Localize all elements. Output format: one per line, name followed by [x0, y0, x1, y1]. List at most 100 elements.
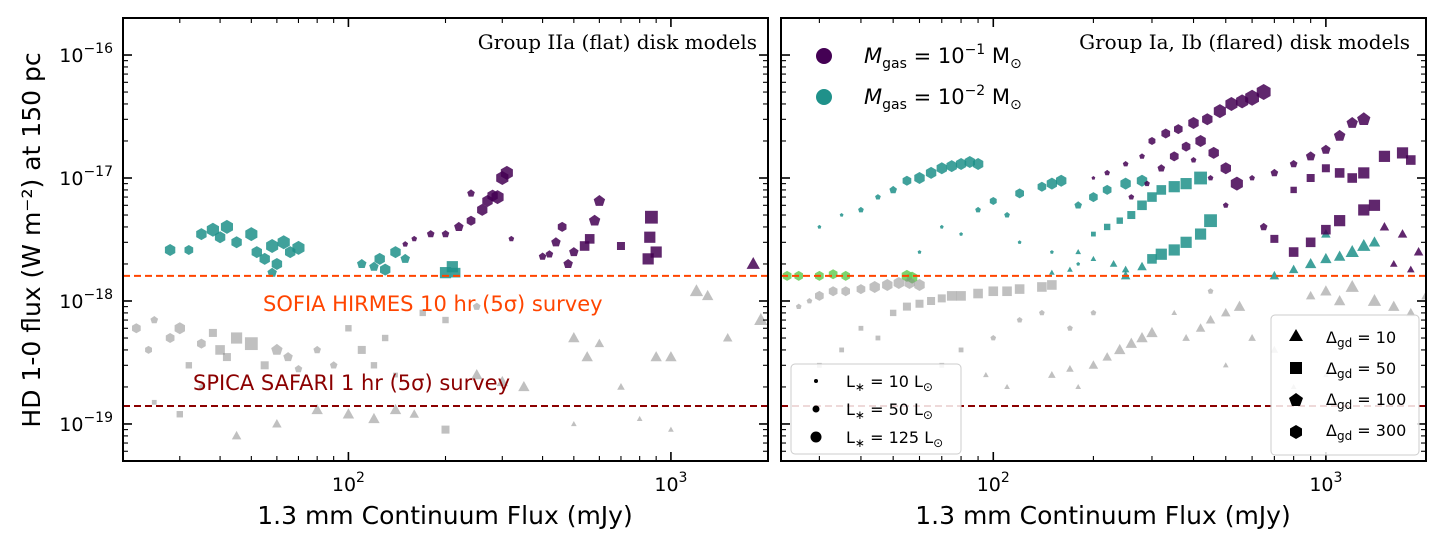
data-point	[1334, 215, 1346, 227]
data-point	[1305, 237, 1316, 248]
data-point	[1194, 171, 1207, 185]
data-point	[1067, 266, 1073, 272]
data-point	[1180, 178, 1192, 190]
left-panel: 102 103 10−19 10−18 10−17 10−16 Group IIa (fl…	[17, 17, 769, 530]
data-point	[1139, 153, 1145, 159]
spica-survey-label: SPICA SAFARI 1 hr (5σ) survey	[193, 371, 510, 395]
data-point	[584, 234, 595, 244]
y-tick-label: 10−18	[59, 287, 113, 313]
right-ticks: 102 103	[781, 17, 1427, 496]
data-point	[1345, 245, 1359, 257]
data-point	[746, 256, 760, 269]
data-point	[939, 224, 944, 229]
data-point	[914, 279, 925, 291]
data-point	[402, 241, 409, 247]
data-point	[889, 309, 897, 317]
data-point	[988, 286, 999, 297]
data-point	[1421, 290, 1426, 300]
data-point	[925, 166, 937, 179]
data-point	[313, 345, 321, 354]
data-point	[1222, 362, 1229, 368]
data-point	[1037, 181, 1047, 192]
data-point	[1195, 323, 1206, 332]
data-point	[1182, 334, 1190, 341]
data-point	[1103, 223, 1111, 231]
data-point	[1090, 255, 1097, 261]
luminosity-legend-marker-2	[812, 405, 820, 413]
data-point	[441, 230, 450, 238]
data-point	[588, 214, 601, 226]
data-point	[231, 236, 242, 249]
data-point	[1202, 113, 1213, 126]
data-point	[292, 240, 305, 255]
data-point	[1357, 112, 1371, 125]
data-point	[197, 338, 206, 349]
data-point	[956, 291, 966, 301]
data-point	[1406, 265, 1415, 273]
data-point	[1220, 162, 1231, 175]
data-point	[496, 375, 508, 387]
data-point	[875, 194, 881, 200]
data-point	[1174, 124, 1183, 135]
data-point	[1075, 383, 1082, 390]
data-point	[1256, 84, 1271, 100]
data-point	[593, 195, 606, 206]
data-point	[389, 403, 402, 415]
data-point	[370, 362, 378, 369]
sofia-survey-label: SOFIA HIRMES 10 hr (5σ) survey	[263, 292, 603, 316]
data-point	[754, 313, 768, 325]
data-point	[955, 158, 967, 170]
data-point	[1347, 173, 1358, 183]
data-point	[1102, 352, 1112, 361]
gd-legend-label-4: Δgd = 300	[1326, 421, 1406, 443]
data-point	[1321, 144, 1331, 154]
gd-legend-label-3: Δgd = 100	[1326, 390, 1406, 412]
y-axis-label: HD 1-0 flux (W m⁻²) at 150 pc	[17, 52, 46, 427]
data-point	[1114, 343, 1126, 355]
data-point	[1047, 280, 1057, 290]
data-point	[1137, 200, 1147, 211]
data-point	[1304, 257, 1317, 269]
data-point	[642, 253, 654, 265]
mass-legend-label-1: Mgas = 10−1 M⊙	[864, 42, 1022, 72]
data-point	[1413, 247, 1424, 256]
data-point	[259, 252, 270, 265]
data-point	[1125, 337, 1138, 348]
data-point	[904, 277, 915, 289]
data-point	[1168, 181, 1180, 193]
data-point	[1204, 214, 1217, 228]
data-point	[409, 409, 419, 418]
data-point	[616, 241, 625, 250]
data-point	[1048, 371, 1056, 378]
data-point	[518, 380, 530, 392]
data-point	[889, 185, 897, 194]
data-point	[1127, 211, 1136, 220]
data-point	[245, 227, 258, 242]
data-point	[568, 332, 580, 343]
data-point	[1334, 168, 1345, 178]
luminosity-legend-marker-1	[814, 379, 818, 383]
data-point	[1213, 104, 1226, 119]
data-point	[1074, 201, 1082, 209]
data-point	[579, 241, 590, 251]
mass-legend-label-2: Mgas = 10−2 M⊙	[864, 83, 1022, 113]
luminosity-legend-label-1: L∗ = 10 L⊙	[846, 372, 933, 394]
data-point	[828, 286, 838, 297]
data-point	[206, 222, 219, 237]
data-point	[570, 420, 577, 427]
data-point	[508, 235, 515, 242]
data-point	[1169, 151, 1179, 162]
data-point	[1049, 269, 1055, 275]
data-point	[267, 267, 277, 277]
data-point	[1290, 186, 1297, 194]
data-point	[1288, 264, 1299, 274]
data-point	[1333, 250, 1346, 261]
data-point	[1090, 309, 1097, 316]
data-point	[545, 250, 554, 258]
data-point	[563, 259, 573, 268]
data-point	[329, 361, 338, 369]
data-point	[393, 372, 398, 378]
data-point	[1144, 180, 1150, 187]
left-ticks: 102 103 10−19 10−18 10−17 10−16	[59, 17, 769, 496]
left-x-axis-label: 1.3 mm Continuum Flux (mJy)	[257, 501, 632, 530]
